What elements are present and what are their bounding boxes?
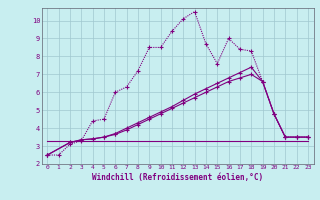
- X-axis label: Windchill (Refroidissement éolien,°C): Windchill (Refroidissement éolien,°C): [92, 173, 263, 182]
